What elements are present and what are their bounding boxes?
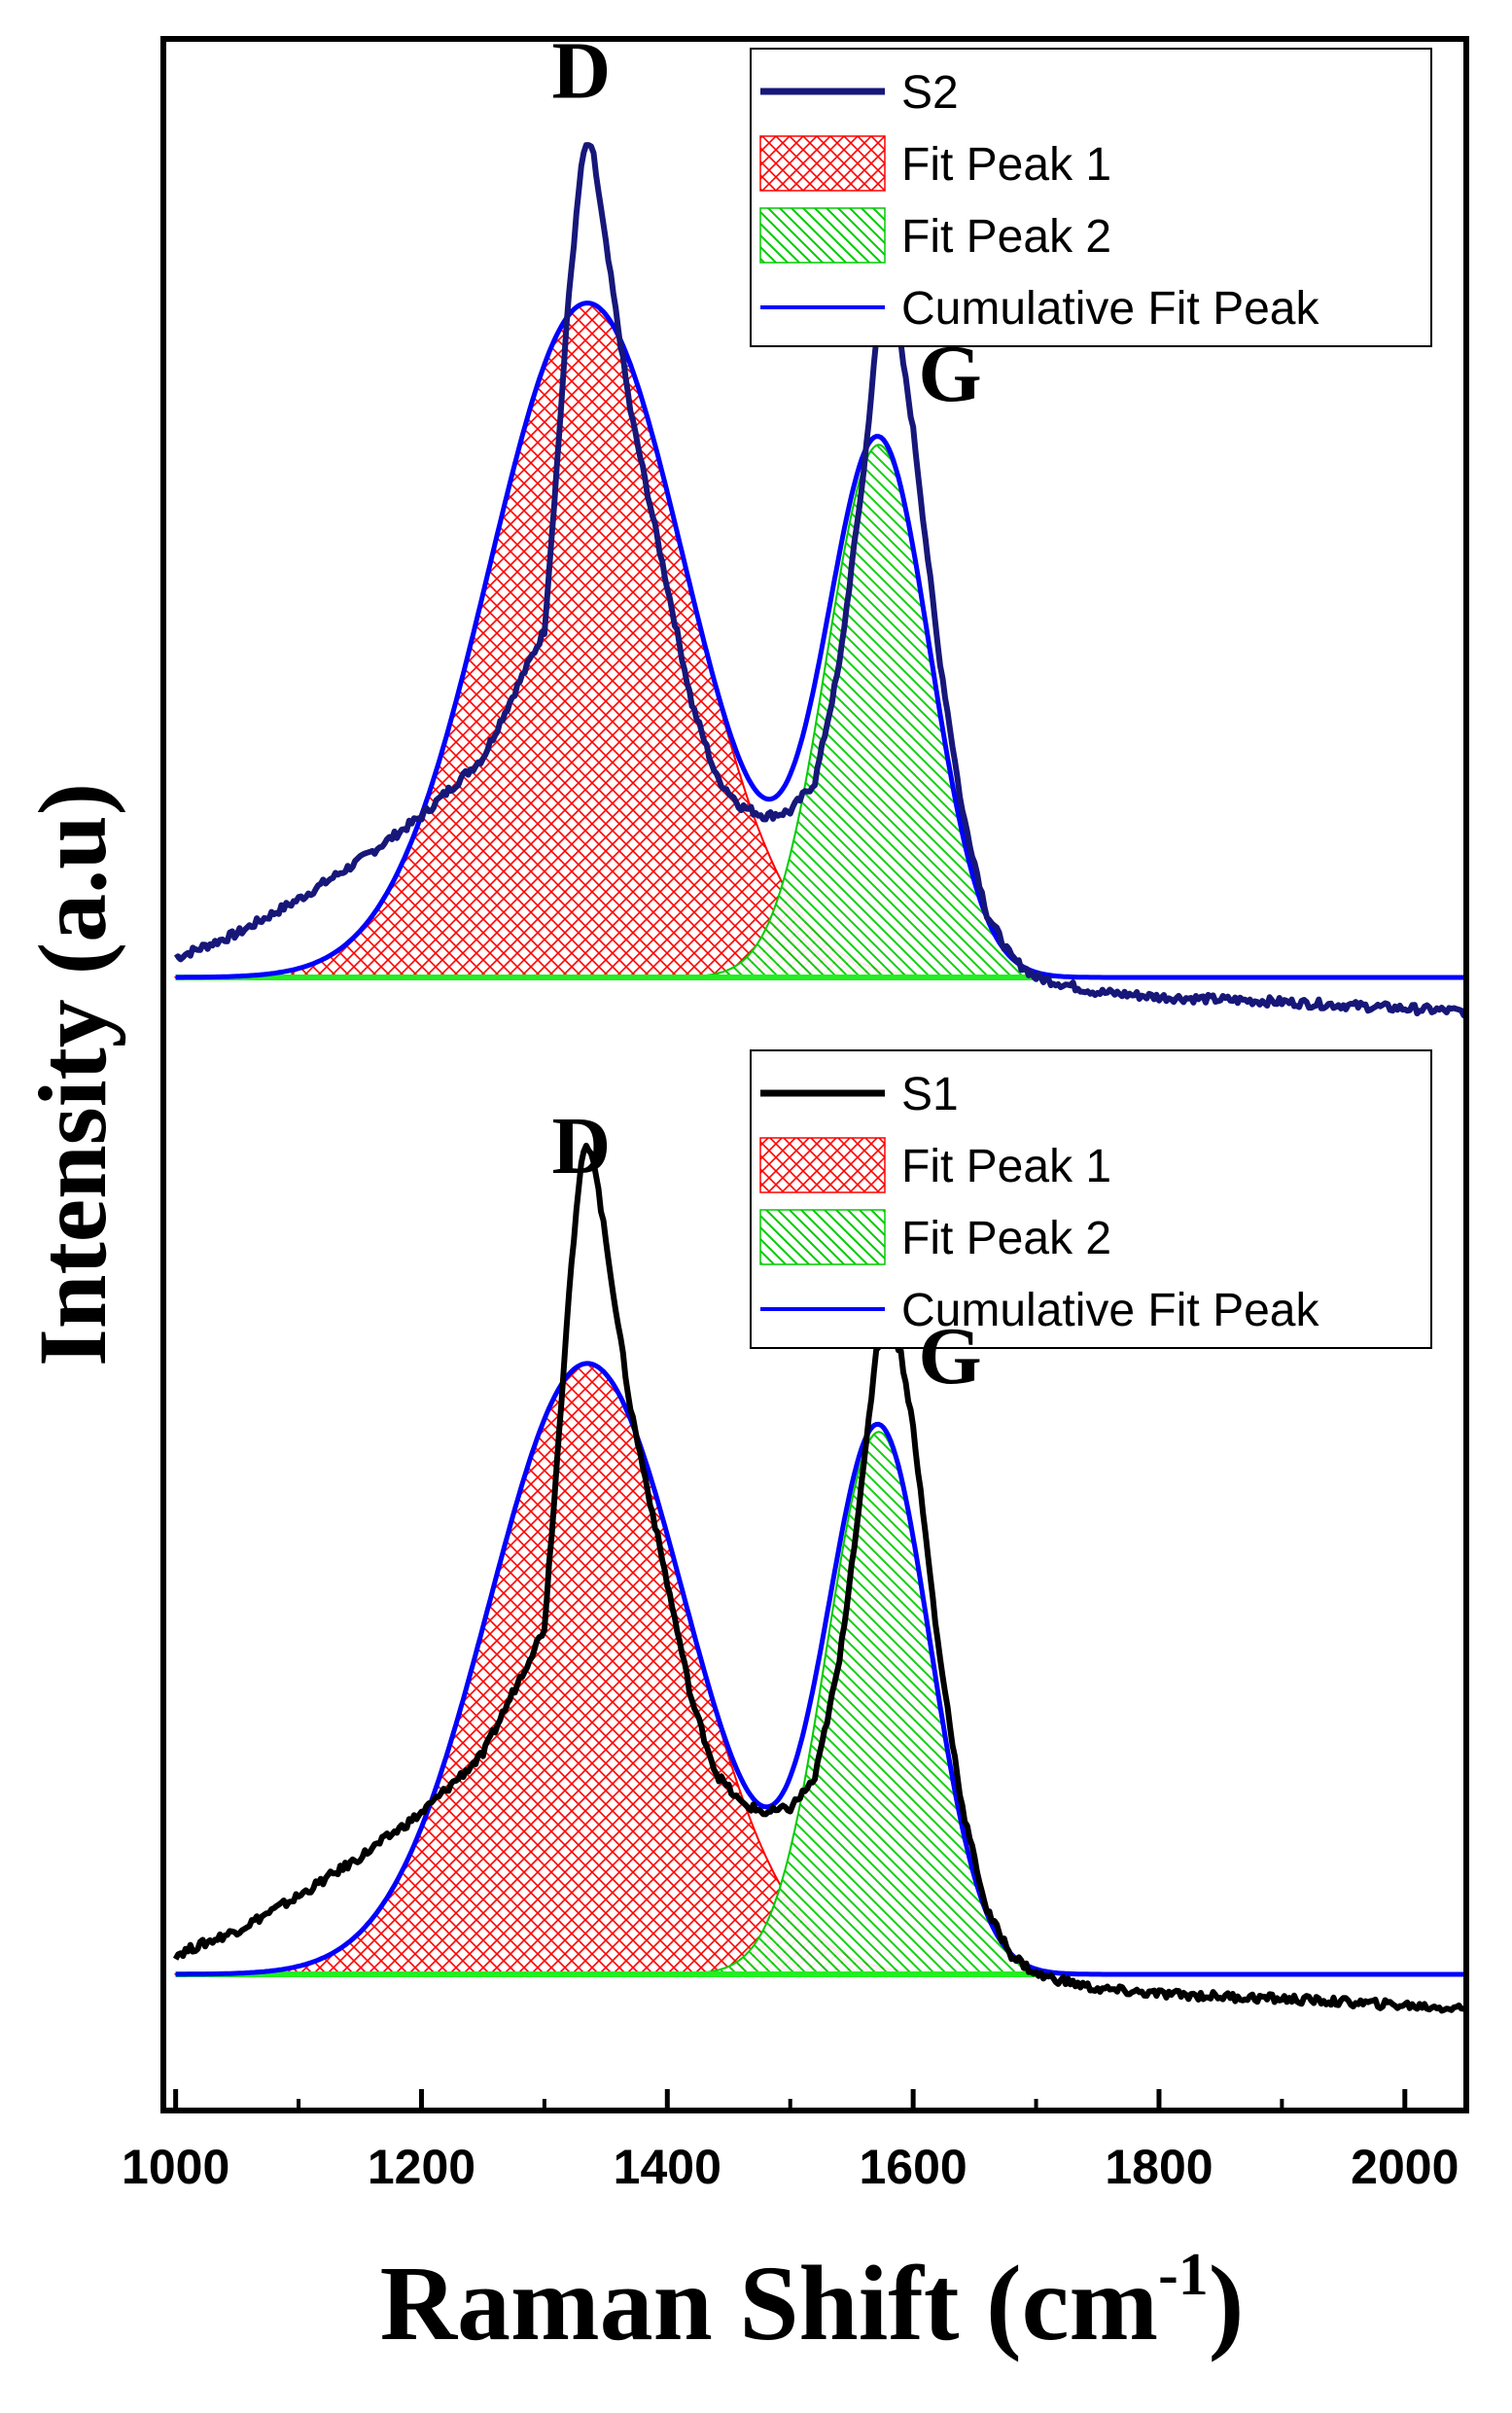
panel-top bbox=[173, 142, 1466, 1019]
cumulative-fit-line bbox=[175, 301, 1466, 980]
legend-label: Fit Peak 2 bbox=[901, 211, 1111, 263]
peak-label-g: G bbox=[918, 329, 981, 419]
x-tick-label: 1200 bbox=[368, 2140, 475, 2194]
plot-frame bbox=[160, 36, 1469, 2113]
legend-label: S2 bbox=[901, 67, 959, 119]
x-tick-label: 1000 bbox=[122, 2140, 229, 2194]
fit-peak-2-area bbox=[175, 1431, 1466, 1975]
x-tick-label: 1600 bbox=[860, 2140, 967, 2194]
cumulative-fit-line bbox=[175, 1361, 1466, 1977]
legend-label: Fit Peak 2 bbox=[901, 1213, 1111, 1264]
legend-label: Cumulative Fit Peak bbox=[901, 283, 1319, 335]
fit-peak-2-area bbox=[175, 444, 1466, 978]
legend-label: Cumulative Fit Peak bbox=[901, 1285, 1319, 1336]
x-axis: 1000 1200 1400 1600 1800 2000 bbox=[122, 2089, 1459, 2194]
panel-bottom bbox=[172, 1142, 1466, 2014]
legend-label: Fit Peak 1 bbox=[901, 1141, 1111, 1192]
legend-label: Fit Peak 1 bbox=[901, 139, 1111, 191]
legend-box bbox=[750, 48, 1432, 347]
y-axis-title: Intensity (a.u) bbox=[18, 783, 126, 1366]
legend-swatch bbox=[759, 1209, 886, 1265]
x-tick-label: 1400 bbox=[614, 2140, 721, 2194]
peak-label-d: D bbox=[551, 26, 611, 117]
x-tick-label: 1800 bbox=[1105, 2140, 1213, 2194]
legend-top: S2 Fit Peak 1 Fit Peak 2 Cumulative Fit Pea… bbox=[750, 48, 1432, 347]
legend-swatch bbox=[759, 135, 886, 192]
legend-bottom: S1 Fit Peak 1 Fit Peak 2 Cumulative Fit Pea… bbox=[750, 1049, 1432, 1349]
legend-swatch bbox=[759, 1137, 886, 1193]
legend-label: S1 bbox=[901, 1069, 959, 1120]
legend-box bbox=[750, 1049, 1432, 1349]
legend-swatch bbox=[759, 207, 886, 264]
x-tick-label: 2000 bbox=[1351, 2140, 1459, 2194]
spectrum-line-s1 bbox=[172, 1142, 1466, 2014]
peak-label-d: D bbox=[551, 1101, 611, 1191]
peak-label-g: G bbox=[918, 1311, 981, 1402]
spectrum-line-s2 bbox=[173, 142, 1466, 1019]
x-axis-title: Raman Shift (cm-1) bbox=[380, 2242, 1245, 2362]
